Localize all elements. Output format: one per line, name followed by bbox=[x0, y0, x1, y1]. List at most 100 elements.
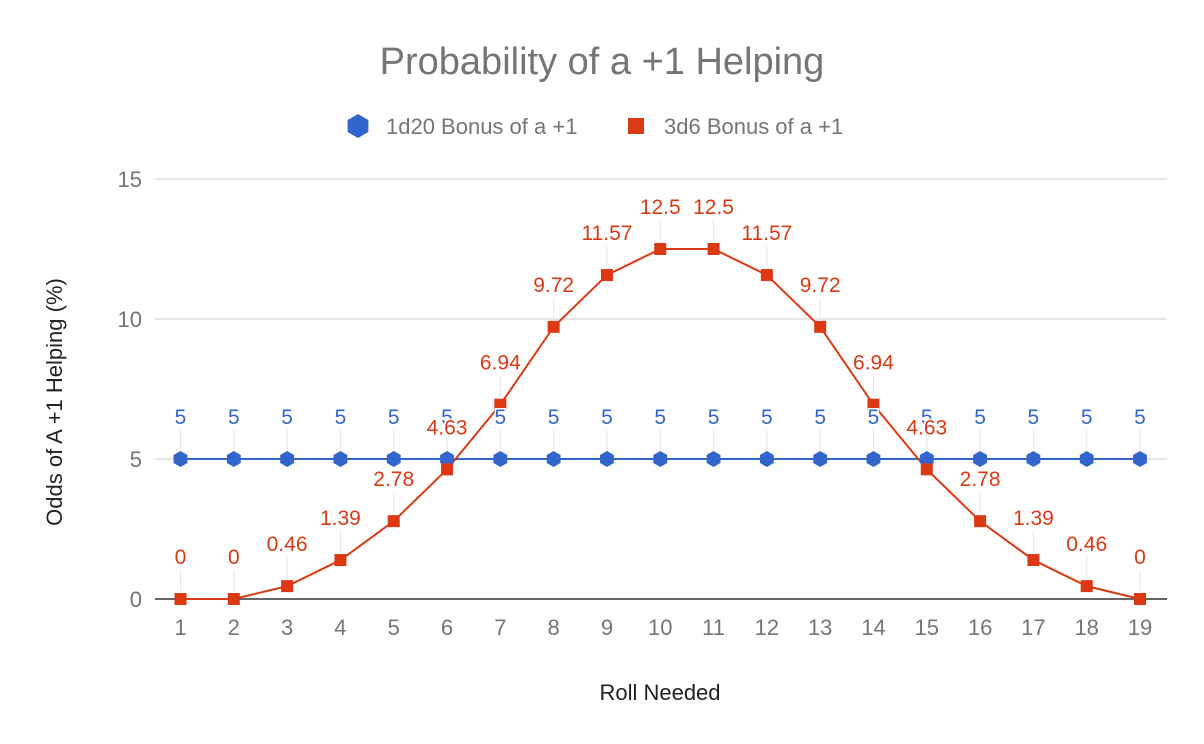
point-3d6[interactable] bbox=[334, 554, 347, 567]
data-label-1d20: 5 bbox=[1028, 406, 1040, 429]
point-1d20[interactable] bbox=[706, 451, 721, 467]
data-label-3d6: 6.94 bbox=[480, 352, 521, 375]
point-1d20[interactable] bbox=[333, 451, 348, 467]
data-label-3d6: 1.39 bbox=[1013, 507, 1054, 530]
point-1d20[interactable] bbox=[973, 451, 988, 467]
data-label-3d6: 4.63 bbox=[906, 416, 947, 439]
point-3d6[interactable] bbox=[494, 398, 507, 411]
y-tick-label: 15 bbox=[118, 167, 142, 192]
point-3d6[interactable] bbox=[760, 269, 773, 282]
point-1d20[interactable] bbox=[1133, 451, 1147, 467]
point-3d6[interactable] bbox=[227, 593, 240, 605]
data-label-3d6: 2.78 bbox=[960, 468, 1001, 491]
data-label-3d6: 0 bbox=[175, 546, 187, 569]
data-label-1d20: 5 bbox=[548, 406, 560, 429]
data-label-1d20: 5 bbox=[494, 406, 506, 429]
point-3d6[interactable] bbox=[974, 515, 987, 528]
x-tick-label: 18 bbox=[1074, 615, 1098, 640]
x-tick-label: 10 bbox=[648, 615, 672, 640]
legend-hexagon-icon bbox=[347, 114, 369, 138]
x-tick-label: 17 bbox=[1021, 615, 1045, 640]
point-3d6[interactable] bbox=[654, 243, 667, 255]
data-label-3d6: 11.57 bbox=[741, 222, 792, 245]
chart-title: Probability of a +1 Helping bbox=[380, 41, 825, 83]
point-3d6[interactable] bbox=[387, 515, 400, 528]
data-labels: 5 5 5 5 5 5 5 5 5 5 5 5 5 5 5 5 5 5 5 0 0 0.46 1.39 2.78 4.63 6.9… bbox=[173, 195, 1147, 571]
legend-label-1d20: 1d20 Bonus of a +1 bbox=[386, 114, 577, 139]
point-1d20[interactable] bbox=[600, 451, 614, 467]
data-label-3d6: 12.5 bbox=[693, 196, 734, 219]
data-label-1d20: 5 bbox=[708, 406, 720, 429]
x-tick-label: 14 bbox=[861, 615, 885, 640]
x-tick-label: 16 bbox=[968, 615, 992, 640]
data-label-3d6: 0.46 bbox=[1066, 533, 1107, 556]
point-3d6[interactable] bbox=[1134, 593, 1146, 605]
data-label-3d6: 9.72 bbox=[533, 274, 574, 297]
data-label-1d20: 5 bbox=[175, 406, 187, 429]
data-label-1d20: 5 bbox=[814, 406, 826, 429]
data-label-1d20: 5 bbox=[761, 406, 773, 429]
point-1d20[interactable] bbox=[280, 451, 295, 467]
point-1d20[interactable] bbox=[546, 451, 561, 467]
point-1d20[interactable] bbox=[919, 451, 934, 467]
point-1d20[interactable] bbox=[813, 451, 828, 467]
legend-item-3d6[interactable]: 3d6 Bonus of a +1 bbox=[628, 114, 843, 139]
x-axis-title: Roll Needed bbox=[599, 680, 720, 705]
x-tick-label: 2 bbox=[228, 615, 240, 640]
point-3d6[interactable] bbox=[547, 320, 560, 333]
data-label-3d6: 0 bbox=[228, 546, 240, 569]
y-axis-ticks: 0 5 10 15 bbox=[118, 167, 142, 612]
x-tick-label: 15 bbox=[915, 615, 939, 640]
point-1d20[interactable] bbox=[226, 451, 241, 467]
point-1d20[interactable] bbox=[653, 451, 668, 467]
point-3d6[interactable] bbox=[920, 463, 933, 476]
data-label-1d20: 5 bbox=[228, 406, 240, 429]
data-label-3d6: 2.78 bbox=[373, 468, 414, 491]
point-1d20[interactable] bbox=[386, 451, 401, 467]
x-tick-label: 8 bbox=[548, 615, 560, 640]
x-tick-label: 6 bbox=[441, 615, 453, 640]
data-label-1d20: 5 bbox=[921, 406, 933, 429]
y-tick-label: 10 bbox=[118, 307, 142, 332]
point-3d6[interactable] bbox=[281, 580, 294, 593]
data-label-3d6: 11.57 bbox=[581, 222, 632, 245]
series-markers bbox=[173, 243, 1147, 605]
point-3d6[interactable] bbox=[174, 593, 187, 605]
point-1d20[interactable] bbox=[866, 451, 881, 467]
x-tick-label: 19 bbox=[1128, 615, 1152, 640]
point-3d6[interactable] bbox=[1027, 554, 1040, 567]
x-tick-label: 3 bbox=[281, 615, 293, 640]
x-tick-label: 1 bbox=[174, 615, 186, 640]
x-axis-ticks: 1 2 3 4 5 6 7 8 9 10 11 12 13 14 15 16 17 18 19 bbox=[174, 615, 1152, 640]
x-tick-label: 11 bbox=[702, 615, 725, 640]
point-3d6[interactable] bbox=[814, 320, 827, 333]
point-1d20[interactable] bbox=[1026, 451, 1041, 467]
data-label-3d6: 9.72 bbox=[800, 274, 841, 297]
data-label-1d20: 5 bbox=[1081, 406, 1093, 429]
y-tick-label: 0 bbox=[130, 587, 142, 612]
x-tick-label: 5 bbox=[388, 615, 400, 640]
point-1d20[interactable] bbox=[173, 451, 188, 467]
point-3d6[interactable] bbox=[867, 398, 880, 411]
point-3d6[interactable] bbox=[600, 269, 613, 282]
legend-item-1d20[interactable]: 1d20 Bonus of a +1 bbox=[347, 114, 578, 139]
point-1d20[interactable] bbox=[759, 451, 774, 467]
point-1d20[interactable] bbox=[1079, 451, 1094, 467]
data-label-1d20: 5 bbox=[974, 406, 986, 429]
legend-square-icon bbox=[628, 118, 644, 134]
point-1d20[interactable] bbox=[493, 451, 508, 467]
data-label-1d20: 5 bbox=[335, 406, 347, 429]
point-3d6[interactable] bbox=[1080, 580, 1093, 593]
data-label-3d6: 1.39 bbox=[320, 507, 361, 530]
point-3d6[interactable] bbox=[441, 463, 454, 476]
data-label-1d20: 5 bbox=[1134, 406, 1146, 429]
point-1d20[interactable] bbox=[440, 451, 454, 467]
data-label-3d6: 12.5 bbox=[640, 196, 681, 219]
point-3d6[interactable] bbox=[707, 243, 720, 255]
data-label-3d6: 6.94 bbox=[853, 352, 894, 375]
x-tick-label: 13 bbox=[808, 615, 832, 640]
data-label-1d20: 5 bbox=[441, 406, 453, 429]
legend-label-3d6: 3d6 Bonus of a +1 bbox=[664, 114, 843, 139]
data-label-1d20: 5 bbox=[868, 406, 880, 429]
y-tick-label: 5 bbox=[130, 447, 142, 472]
